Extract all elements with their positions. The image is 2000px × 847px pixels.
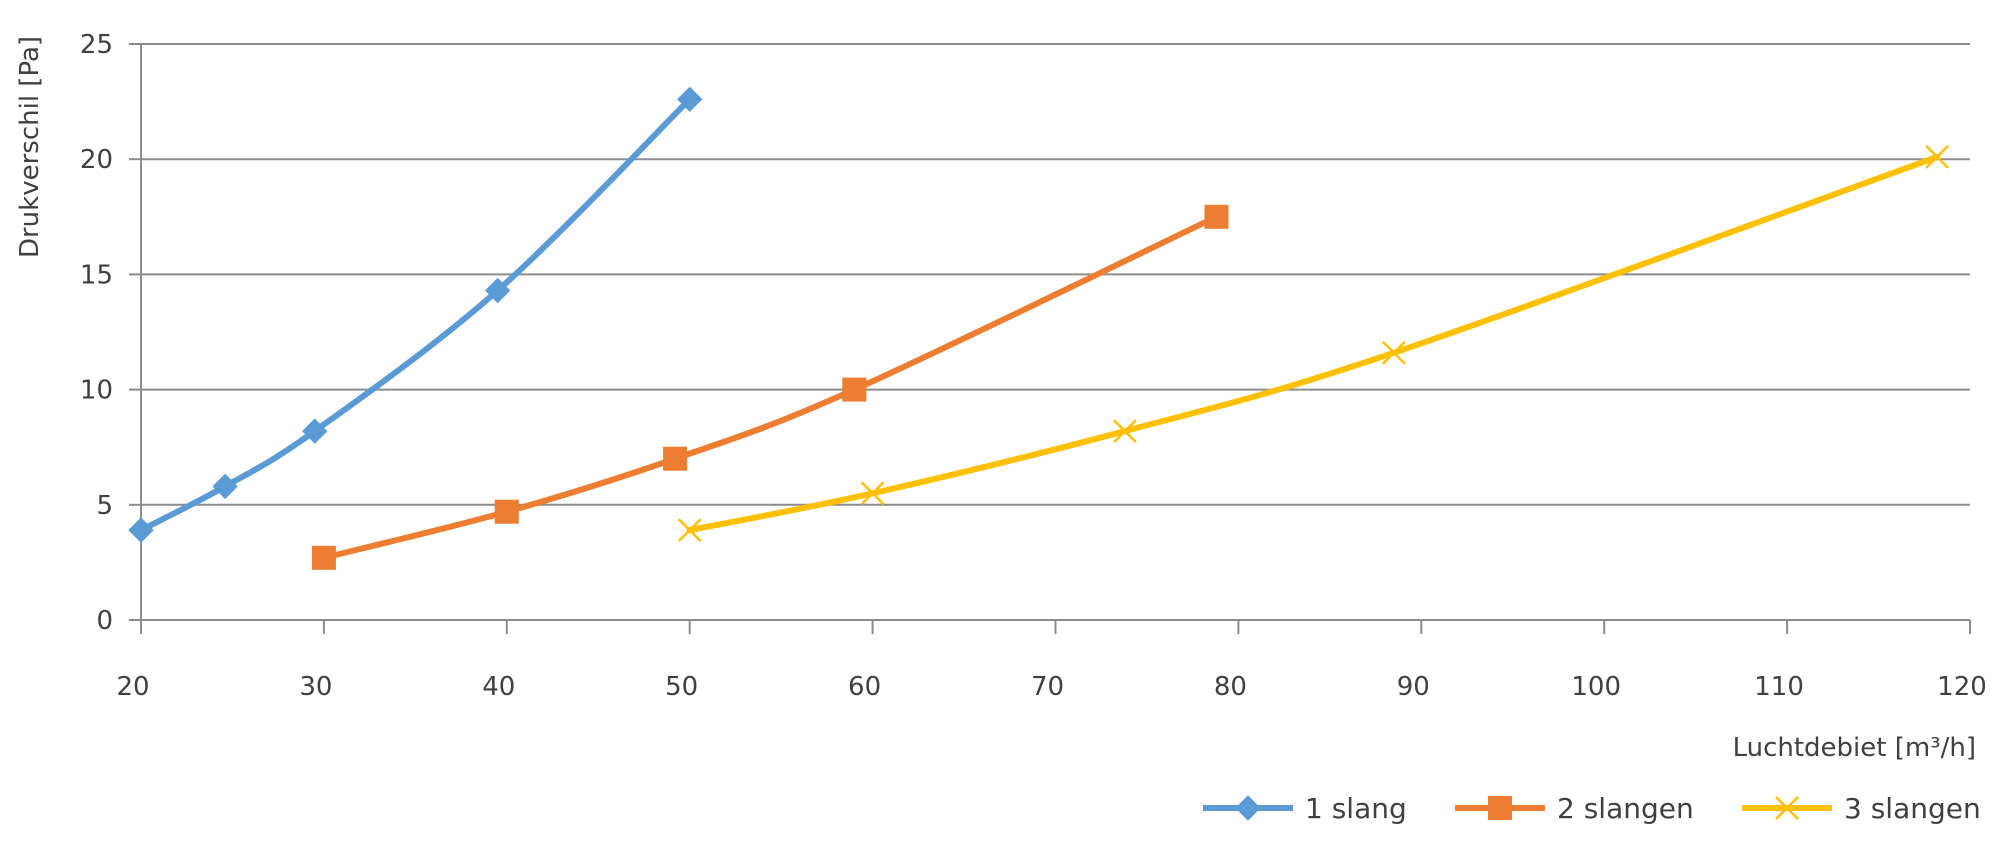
x-tick-label: 120 <box>1937 672 1987 702</box>
data-point <box>1204 204 1229 229</box>
y-tick-label: 0 <box>96 606 113 636</box>
series-group <box>128 86 1949 570</box>
data-point <box>842 377 867 402</box>
y-tick-label: 15 <box>80 260 113 290</box>
data-point <box>1925 145 1949 169</box>
x-tick-label: 20 <box>116 672 149 702</box>
series-1 <box>128 86 703 543</box>
data-point <box>212 473 238 500</box>
legend-marker <box>1775 796 1799 820</box>
x-tick-labels: 20 30 40 50 60 70 80 90 100 110 120 <box>116 672 1986 702</box>
series-2 <box>311 204 1229 570</box>
data-point <box>494 499 519 524</box>
legend: 1 slang 2 slangen 3 slangen <box>1203 792 1981 825</box>
x-tick-label: 70 <box>1031 672 1064 702</box>
legend-item: 3 slangen <box>1742 792 1981 825</box>
x-tick-label: 90 <box>1397 672 1430 702</box>
data-point <box>302 418 328 444</box>
series-line <box>138 96 693 534</box>
axes <box>129 43 1971 634</box>
legend-label: 2 slangen <box>1557 792 1694 825</box>
legend-label: 3 slangen <box>1844 792 1981 825</box>
data-point <box>677 518 702 543</box>
legend-item: 2 slangen <box>1455 792 1694 825</box>
data-point <box>663 446 688 471</box>
y-tick-label: 10 <box>80 376 113 406</box>
x-axis-title: Luchtdebiet [m³/h] <box>1733 733 1976 763</box>
gridlines <box>141 43 1970 506</box>
series-line <box>686 153 1941 534</box>
x-tick-label: 40 <box>482 672 515 702</box>
x-tick-label: 50 <box>665 672 698 702</box>
data-point <box>1113 419 1137 443</box>
data-point <box>128 517 154 543</box>
data-point <box>311 545 336 570</box>
x-tick-label: 30 <box>299 672 332 702</box>
legend-label: 1 slang <box>1305 792 1407 825</box>
data-point <box>484 277 511 304</box>
x-tick-label: 110 <box>1754 672 1804 702</box>
series-3 <box>677 145 1949 543</box>
y-tick-label: 5 <box>96 491 113 521</box>
legend-item: 1 slang <box>1203 792 1407 825</box>
y-tick-labels: 0 5 10 15 20 25 <box>80 30 113 636</box>
x-tick-label: 60 <box>848 672 881 702</box>
legend-marker <box>1488 796 1512 820</box>
x-tick-label: 100 <box>1571 672 1621 702</box>
data-point <box>676 86 703 113</box>
y-tick-label: 25 <box>80 30 113 60</box>
x-tick-label: 80 <box>1214 672 1247 702</box>
y-tick-label: 20 <box>80 145 113 175</box>
y-axis-title: Drukverschil [Pa] <box>15 36 45 258</box>
data-point <box>860 481 885 506</box>
legend-marker <box>1235 795 1261 821</box>
series-line <box>320 213 1220 561</box>
data-point <box>1381 340 1406 365</box>
